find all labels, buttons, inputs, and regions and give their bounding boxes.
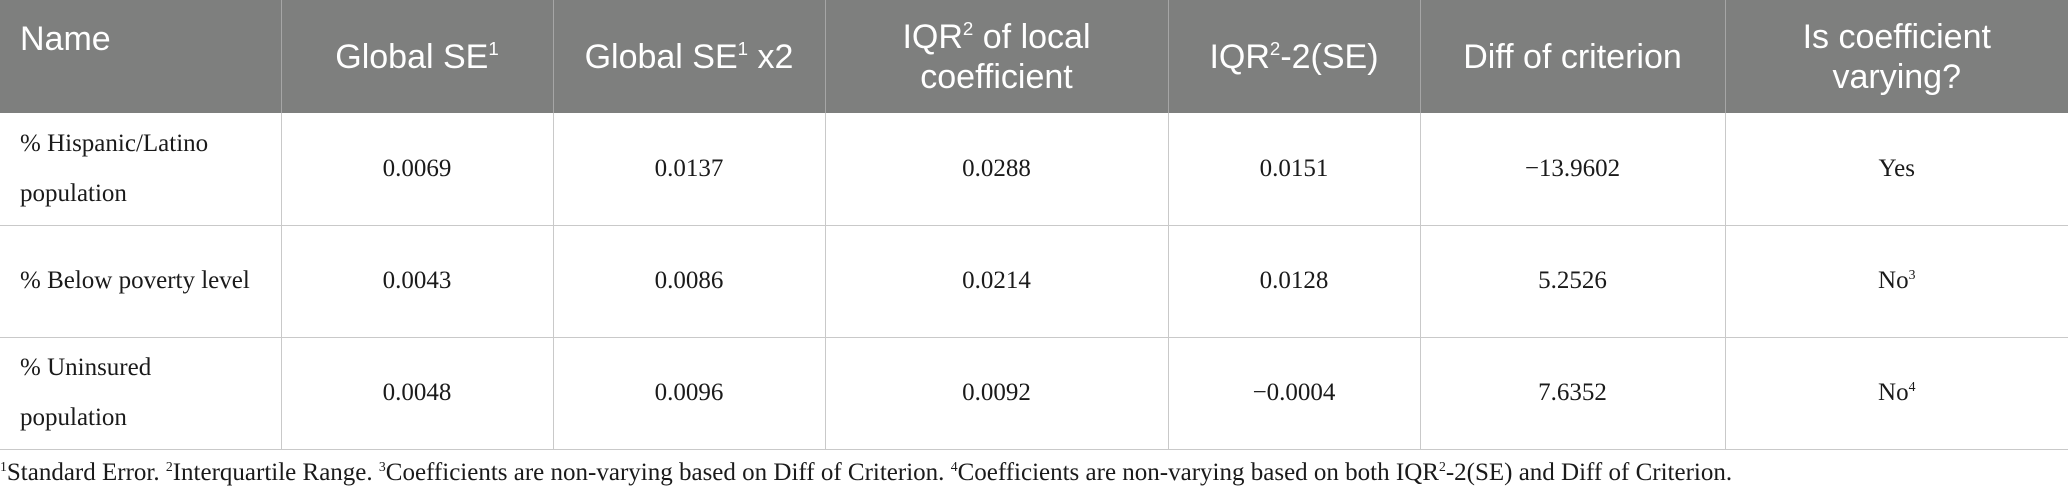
- header-iqr: IQR2 of local coefficient: [824, 0, 1168, 113]
- table-row: % Hispanic/Latino population 0.0069 0.01…: [0, 113, 2068, 226]
- table-footnotes: 1Standard Error. 2Interquartile Range. 3…: [0, 459, 1732, 487]
- cell-varying: No3: [1724, 225, 2068, 338]
- cell-iqr-minus-2se: 0.0128: [1167, 225, 1420, 338]
- cell-diff: 5.2526: [1419, 225, 1725, 338]
- header-iqr-minus-2se: IQR2-2(SE): [1167, 0, 1420, 113]
- header-varying: Is coefficient varying?: [1724, 0, 2068, 113]
- cell-name: % Hispanic/Latino population: [0, 113, 281, 226]
- cell-varying-text: No: [1878, 379, 1909, 406]
- cell-varying: No4: [1724, 337, 2068, 450]
- cell-iqr-minus-2se: 0.0151: [1167, 113, 1420, 226]
- cell-iqr: 0.0288: [824, 113, 1168, 226]
- cell-diff: −13.9602: [1419, 113, 1725, 226]
- cell-iqr: 0.0092: [824, 337, 1168, 450]
- header-iqr-minus-2se-footnote-mark: 2: [1269, 38, 1281, 60]
- footnote-text: Standard Error.: [6, 459, 166, 486]
- cell-diff: 7.6352: [1419, 337, 1725, 450]
- header-row: Name Global SE1 Global SE1 x2 IQR2 of lo…: [0, 0, 2068, 113]
- header-iqr-minus-2se-suffix: -2(SE): [1280, 37, 1379, 76]
- header-global-se-x2-footnote-mark: 1: [737, 38, 749, 60]
- cell-varying: Yes: [1724, 113, 2068, 226]
- header-diff-text: Diff of criterion: [1463, 37, 1682, 76]
- footnote-text-tail: -2(SE) and Diff of Criterion.: [1445, 459, 1733, 486]
- footnote-text: Coefficients are non-varying based on Di…: [385, 459, 951, 486]
- header-varying-text: Is coefficient varying?: [1802, 17, 1991, 96]
- cell-global-se: 0.0048: [280, 337, 553, 450]
- header-iqr-text: IQR: [902, 17, 963, 56]
- footnote-mark: 2: [165, 458, 173, 474]
- footnote-mark: 3: [378, 458, 386, 474]
- cell-iqr: 0.0214: [824, 225, 1168, 338]
- table-header: Name Global SE1 Global SE1 x2 IQR2 of lo…: [0, 0, 2068, 113]
- cell-global-se: 0.0043: [280, 225, 553, 338]
- cell-global-se-x2: 0.0137: [552, 113, 825, 226]
- header-global-se-x2-suffix: x2: [748, 37, 794, 76]
- header-iqr-suffix: of local coefficient: [920, 17, 1091, 96]
- table-row: % Uninsured population 0.0048 0.0096 0.0…: [0, 337, 2068, 450]
- footnote-inner-mark: 2: [1438, 458, 1446, 474]
- cell-varying-text: Yes: [1878, 154, 1915, 182]
- cell-global-se-x2: 0.0086: [552, 225, 825, 338]
- table-body: % Hispanic/Latino population 0.0069 0.01…: [0, 113, 2068, 450]
- header-iqr-footnote-mark: 2: [962, 18, 974, 40]
- footnote-text: Interquartile Range.: [172, 459, 379, 486]
- cell-name: % Uninsured population: [0, 337, 281, 450]
- header-global-se-x2: Global SE1 x2: [552, 0, 825, 113]
- cell-varying-footnote-mark: 3: [1908, 266, 1916, 282]
- coefficient-variation-table: Name Global SE1 Global SE1 x2 IQR2 of lo…: [0, 0, 2068, 450]
- header-name-text: Name: [20, 20, 111, 58]
- header-name: Name: [0, 0, 281, 113]
- cell-varying-text: No: [1878, 267, 1909, 294]
- cell-iqr-minus-2se: −0.0004: [1167, 337, 1420, 450]
- cell-global-se: 0.0069: [280, 113, 553, 226]
- header-global-se-x2-text: Global SE: [584, 37, 738, 76]
- table-row: % Below poverty level 0.0043 0.0086 0.02…: [0, 225, 2068, 338]
- header-diff: Diff of criterion: [1419, 0, 1725, 113]
- cell-varying-footnote-mark: 4: [1908, 378, 1916, 394]
- footnote-text: Coefficients are non-varying based on bo…: [957, 459, 1439, 486]
- footnote-mark: 1: [0, 458, 7, 474]
- cell-global-se-x2: 0.0096: [552, 337, 825, 450]
- header-global-se-text: Global SE: [335, 37, 489, 76]
- cell-name: % Below poverty level: [0, 225, 281, 338]
- header-iqr-minus-2se-text: IQR: [1209, 37, 1270, 76]
- header-global-se-footnote-mark: 1: [488, 38, 499, 60]
- footnote-mark: 4: [950, 458, 958, 474]
- header-global-se: Global SE1: [280, 0, 553, 113]
